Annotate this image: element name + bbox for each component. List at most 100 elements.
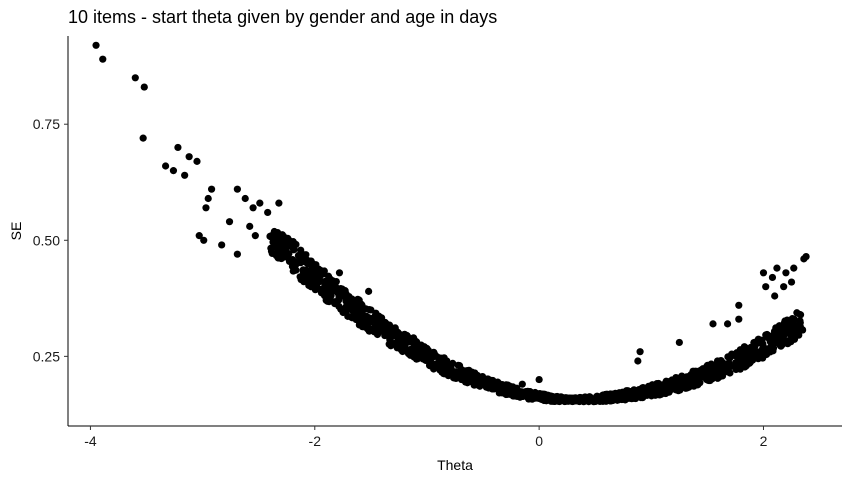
data-point [334,288,342,296]
data-point [401,332,409,340]
y-tick-label: 0.50 [33,232,60,248]
data-points [92,41,810,406]
data-point [405,348,413,356]
data-point [682,383,690,391]
data-point [787,278,796,286]
data-point [552,394,560,402]
data-point [267,247,276,255]
data-point [275,199,283,207]
data-point [181,171,189,179]
data-point [193,157,201,165]
x-tick-label: -4 [84,433,97,449]
data-point [375,320,383,328]
data-point [756,348,764,356]
data-point [742,344,750,352]
data-point [668,376,676,384]
data-point [305,278,313,287]
data-point [659,381,667,389]
data-point [337,305,345,313]
data-point [726,354,734,362]
data-point [802,252,810,261]
data-point [617,389,625,398]
data-point [430,348,438,356]
y-tick-label: 0.25 [33,348,60,364]
data-point [233,250,241,258]
data-point [480,377,488,386]
data-point [527,393,535,401]
data-point [241,194,249,203]
x-tick-label: 2 [760,433,768,449]
data-point [704,373,713,381]
data-point [647,392,656,400]
data-point [608,396,617,405]
data-point [488,385,496,393]
data-point [460,367,468,375]
data-point [795,331,803,339]
data-point [299,266,307,274]
data-point [195,232,203,240]
axes [64,36,842,430]
data-point [464,375,473,384]
data-point [361,323,369,331]
data-point [592,396,600,404]
data-point [302,251,310,259]
data-point [429,360,437,369]
y-axis-title: SE [8,222,24,241]
data-point [314,270,322,278]
data-point [285,255,293,263]
data-point [776,342,785,350]
data-point [409,334,418,342]
data-point [537,395,545,403]
data-point [709,320,717,328]
data-point [754,355,762,363]
data-point [390,327,398,336]
data-point [598,393,606,401]
data-point [762,283,770,291]
data-point [367,306,375,314]
data-point [723,320,732,328]
data-point [207,185,216,193]
data-point [297,246,305,254]
data-point [246,222,254,230]
data-point [233,185,241,193]
data-point [762,331,770,339]
data-point [501,385,510,393]
data-point [672,386,680,394]
data-point [713,370,721,378]
data-point [355,302,363,310]
data-point [420,355,428,363]
data-point [675,338,683,347]
data-point [264,208,272,217]
data-point [762,350,771,359]
data-point [724,368,732,376]
data-point [139,134,147,142]
data-point [544,393,552,401]
data-point [394,335,403,343]
data-point [324,272,333,280]
data-point [354,295,362,303]
data-point [444,365,452,374]
data-point [750,338,758,347]
data-point [768,345,776,353]
data-point [174,143,182,152]
data-point [185,153,193,161]
data-point [256,199,264,207]
data-point [767,338,775,346]
data-point [735,315,743,323]
data-point [249,204,257,212]
data-point [435,361,443,370]
data-point [781,317,789,325]
data-point [285,241,293,250]
x-tick-label: -2 [309,433,322,449]
data-point [572,394,580,402]
data-point [521,390,529,399]
data-point [651,384,659,392]
data-point [381,318,389,327]
data-point [200,236,208,244]
data-point [780,283,788,291]
data-point [218,241,226,249]
axis-labels: -4 -2 0 2 0.25 0.50 0.75 Theta SE [8,116,768,473]
data-point [746,357,754,365]
